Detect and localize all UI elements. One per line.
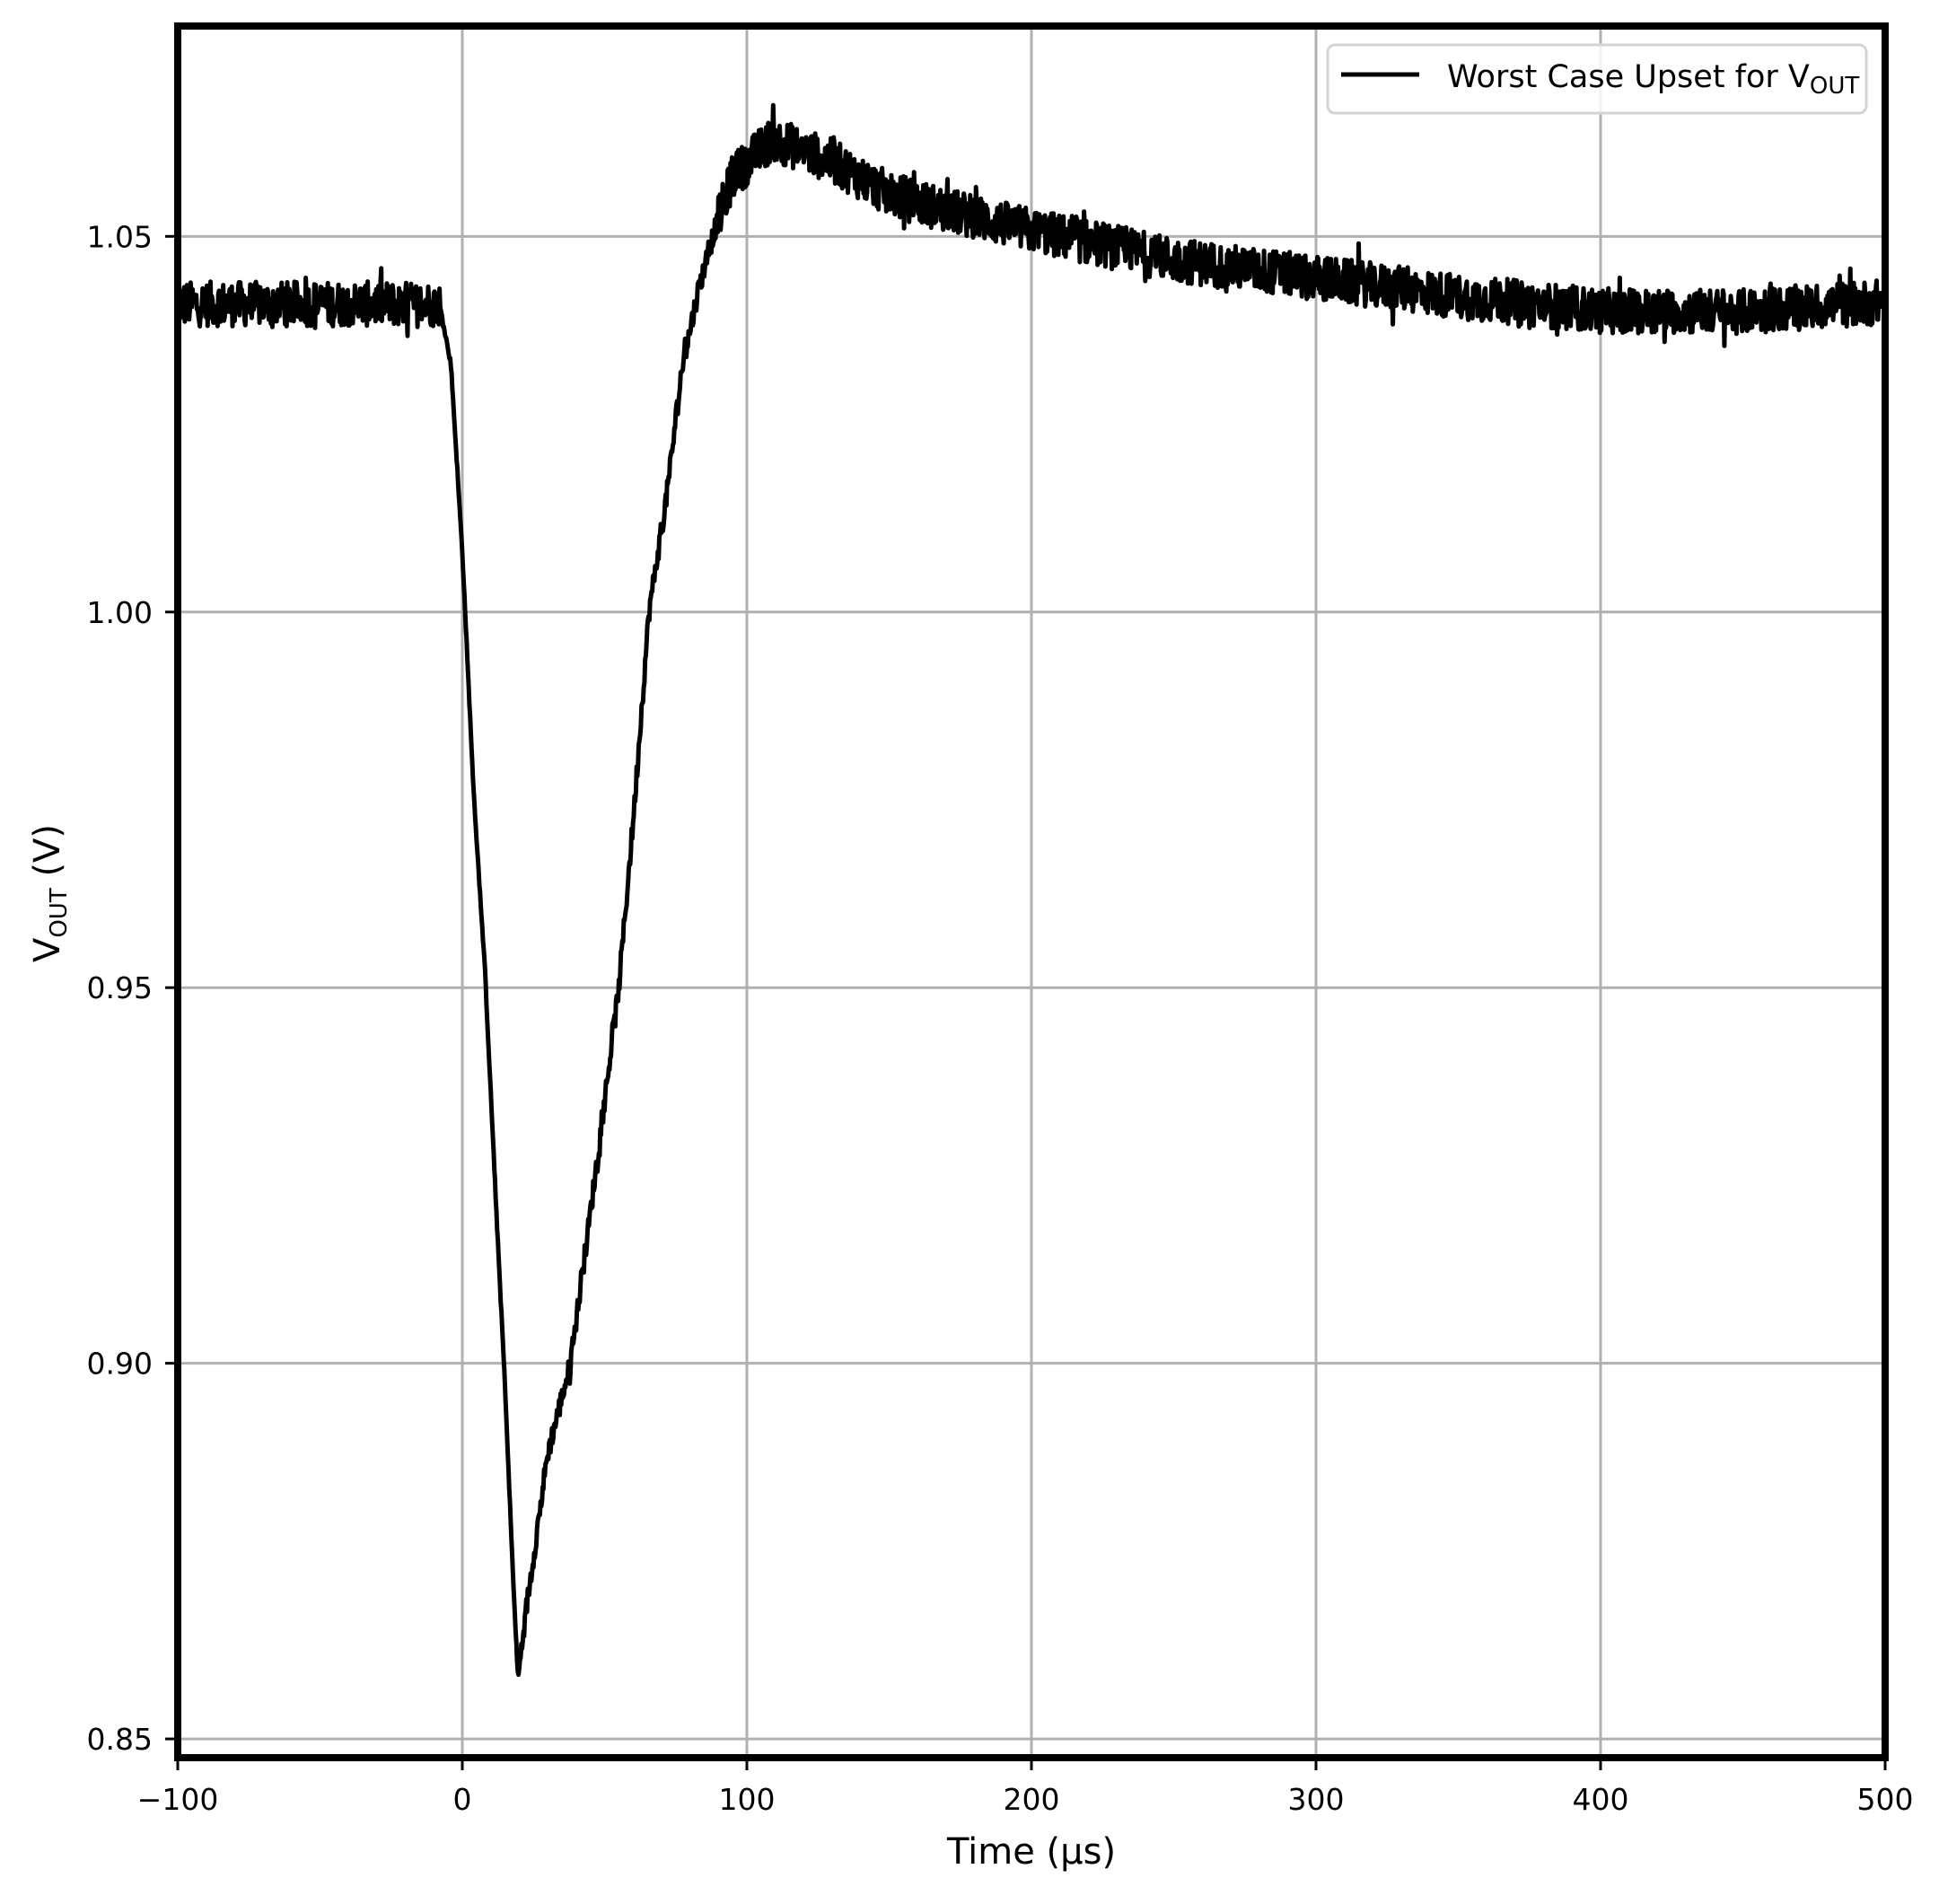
x-tick-label: 100 xyxy=(719,1782,776,1817)
legend-box xyxy=(1326,43,1868,115)
y-tick-label: 0.90 xyxy=(87,1347,153,1382)
y-axis-title-sub: OUT xyxy=(46,888,73,937)
y-tick-label: 1.00 xyxy=(87,595,153,630)
x-tick-label: 300 xyxy=(1288,1782,1345,1817)
grid-lines xyxy=(176,26,1887,1758)
legend: Worst Case Upset for VOUT xyxy=(1326,43,1868,115)
y-tick-label: 1.05 xyxy=(87,219,153,254)
y-tick-label: 0.85 xyxy=(87,1722,153,1757)
vout-trace xyxy=(175,102,1888,1677)
x-tick-label: 0 xyxy=(453,1782,472,1817)
axis-ticks: −100 0 100 200 300 400 500 0.85 0.90 0.95 1.00 1.05 xyxy=(87,219,1914,1817)
x-tick-label: 200 xyxy=(1004,1782,1060,1817)
data-series-vout xyxy=(175,102,1888,1677)
y-axis-title: VOUT (V) xyxy=(27,824,73,962)
y-axis-title-main: V xyxy=(27,937,68,962)
legend-label-sub: OUT xyxy=(1810,73,1859,100)
x-tick-label: −100 xyxy=(137,1782,219,1817)
legend-label-main: Worst Case Upset for V xyxy=(1447,59,1810,95)
y-axis-title-suffix: (V) xyxy=(27,824,68,888)
x-axis-title: Time (µs) xyxy=(946,1831,1116,1873)
y-tick-label: 0.95 xyxy=(87,970,153,1005)
legend-label: Worst Case Upset for VOUT xyxy=(1447,59,1859,100)
x-tick-label: 400 xyxy=(1573,1782,1629,1817)
x-tick-label: 500 xyxy=(1857,1782,1914,1817)
